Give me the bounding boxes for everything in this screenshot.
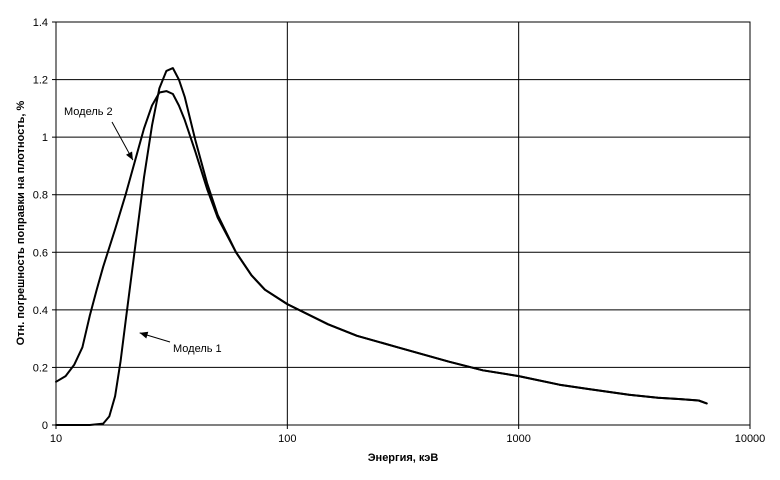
y-tick-label: 1.2 bbox=[33, 75, 48, 87]
y-axis-title: Отн. погрешность поправки на плотность, … bbox=[15, 100, 27, 345]
y-tick-label: 1 bbox=[42, 132, 48, 144]
x-tick-label: 1000 bbox=[506, 433, 530, 445]
series-line-model-2 bbox=[55, 90, 708, 405]
x-tick-label: 100 bbox=[278, 433, 296, 445]
annotation-arrowhead bbox=[139, 331, 149, 339]
y-tick-label: 1.4 bbox=[33, 17, 48, 29]
annotation-label: Модель 1 bbox=[173, 343, 222, 355]
y-tick-label: 0.4 bbox=[33, 305, 48, 317]
y-tick-label: 0 bbox=[42, 420, 48, 432]
annotations: Модель 2 Модель 1 bbox=[64, 106, 222, 355]
series-lines bbox=[55, 67, 708, 426]
plot-area bbox=[55, 21, 751, 426]
y-tick-label: 0.8 bbox=[33, 190, 48, 202]
axis-ticks: 0 0.2 0.4 0.6 0.8 1 1.2 1.4 10 100 1000 10000 bbox=[33, 17, 766, 445]
x-tick-label: 10000 bbox=[735, 433, 766, 445]
annotation-label: Модель 2 bbox=[64, 106, 113, 118]
y-tick-label: 0.6 bbox=[33, 247, 48, 259]
y-tick-label: 0.2 bbox=[33, 362, 48, 374]
x-tick-label: 10 bbox=[50, 433, 62, 445]
grid-lines bbox=[56, 22, 750, 425]
annotation-arrowhead bbox=[126, 151, 133, 161]
x-axis-title: Энергия, кэВ bbox=[368, 452, 439, 464]
